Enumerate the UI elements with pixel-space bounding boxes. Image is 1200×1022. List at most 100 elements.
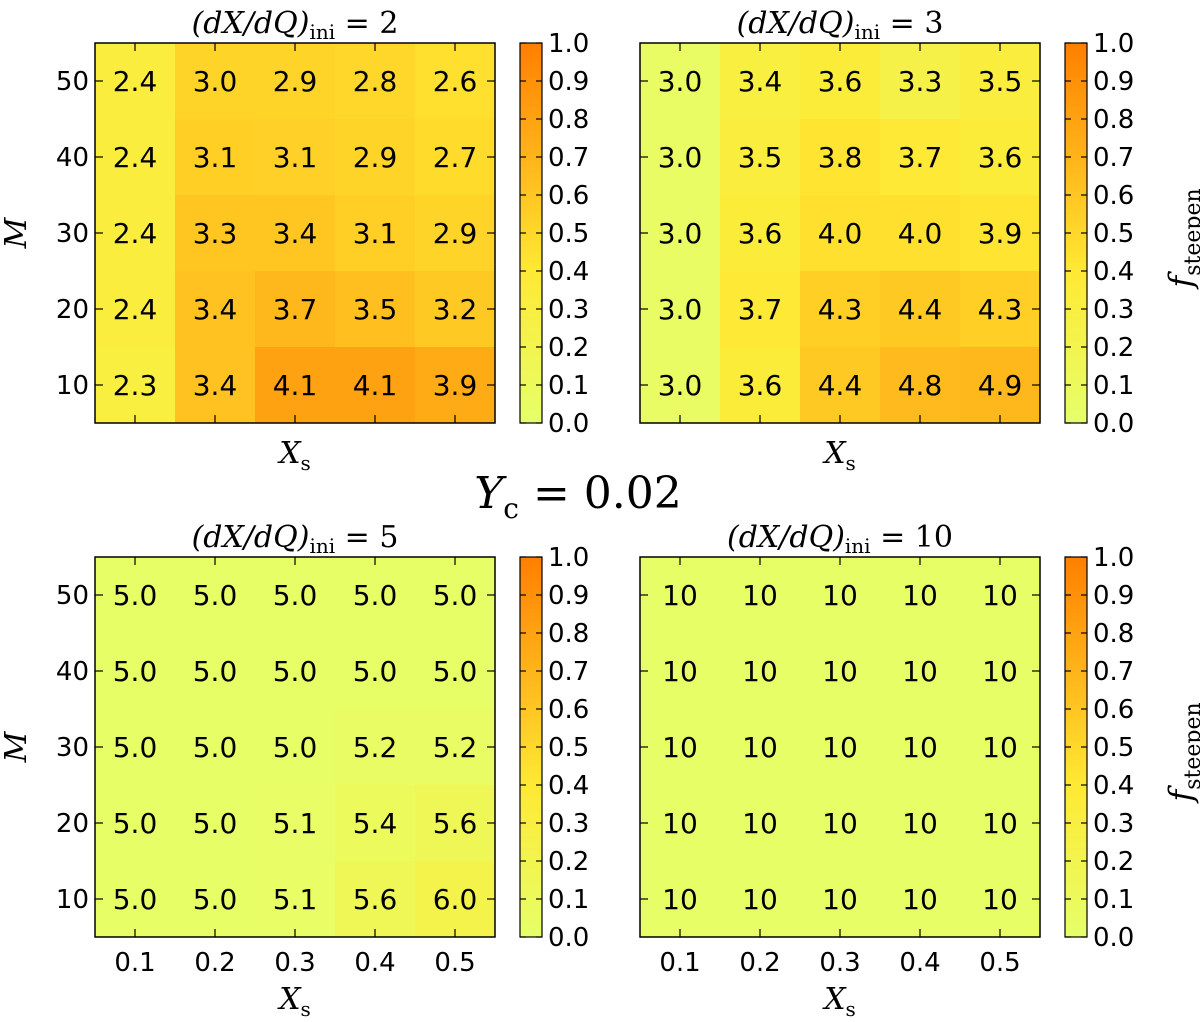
cell-value-label: 10 [902,883,938,916]
x-tick-label: 0.4 [899,948,940,978]
heatmap-cell [800,119,881,196]
colorbar-tick-label: 0.4 [1093,771,1134,801]
heatmap-cell [960,271,1041,348]
cell-value-label: 10 [822,883,858,916]
cell-value-label: 2.7 [433,141,478,174]
colorbar-tick-label: 0.0 [548,923,589,953]
cell-value-label: 10 [662,731,698,764]
cell-value-label: 5.6 [433,807,478,840]
heatmap-cell [95,861,176,938]
panel-title: (dX/dQ)ini = 3 [737,6,944,44]
heatmap-panel-1: 2.4 3.0 2.9 2.8 2.6 2.4 3.1 3.1 2.9 2.7 2.4 3.3 3.4 3… [0,6,589,475]
y-tick-label: 40 [56,657,89,687]
colorbar-tick-label: 0.8 [1093,619,1134,649]
x-tick-label: 0.1 [114,948,155,978]
heatmap-cell [255,195,336,272]
heatmap-cell [800,43,881,120]
cell-value-label: 3.4 [738,65,783,98]
cell-value-label: 10 [982,807,1018,840]
heatmap-cell [960,557,1041,634]
cell-value-label: 10 [902,655,938,688]
x-axis-label: Xs [277,436,311,475]
heatmap-cell [175,785,256,862]
cell-value-label: 2.9 [433,217,478,250]
heatmap-cell [95,709,176,786]
heatmap-cell [335,347,416,424]
colorbar-tick-label: 0.5 [1093,219,1134,249]
y-tick-label: 40 [56,143,89,173]
heatmap-panel-3: 5.0 5.0 5.0 5.0 5.0 5.0 5.0 5.0 5.0 5.0 5.0 5.0 5.0 5… [0,520,589,1021]
heatmap-cell [255,557,336,634]
heatmap-cell [175,119,256,196]
colorbar-tick-label: 0.0 [1093,409,1134,439]
cell-value-label: 10 [742,807,778,840]
heatmap-cell [415,195,496,272]
cell-value-label: 5.0 [113,731,158,764]
heatmap-cell [640,119,721,196]
heatmap-cell [800,347,881,424]
heatmap-cell [720,633,801,710]
heatmap-cell [720,785,801,862]
heatmap-cell [720,347,801,424]
heatmap-cell [880,43,961,120]
cell-value-label: 5.0 [193,579,238,612]
heatmap-cell [960,709,1041,786]
heatmap-cell [640,709,721,786]
panel-title: (dX/dQ)ini = 2 [192,6,399,44]
heatmap-cell [960,119,1041,196]
cell-value-label: 5.0 [113,807,158,840]
heatmap-cell [880,861,961,938]
heatmap-cell [880,119,961,196]
colorbar-tick-label: 0.3 [1093,809,1134,839]
cell-value-label: 3.7 [738,293,783,326]
cell-value-label: 3.5 [738,141,783,174]
cell-value-label: 5.0 [353,579,398,612]
cell-value-label: 5.2 [433,731,478,764]
cell-value-label: 3.6 [738,217,783,250]
heatmap-cell [95,43,176,120]
heatmap-cell [960,861,1041,938]
cell-value-label: 4.4 [898,293,943,326]
colorbar-tick-label: 0.3 [1093,295,1134,325]
cell-value-label: 3.1 [353,217,398,250]
heatmap-cell [640,195,721,272]
cell-value-label: 4.1 [273,369,318,402]
heatmap-cell [335,195,416,272]
colorbar: 1.0 0.9 0.8 0.7 0.6 0.5 0.4 0.3 0.2 0.1 0.0 [519,543,589,953]
colorbar-tick-label: 0.9 [548,581,589,611]
heatmap-cell [880,347,961,424]
heatmap-cell [800,785,881,862]
heatmap-cell [640,785,721,862]
x-tick-label: 0.3 [274,948,315,978]
cell-value-label: 10 [742,655,778,688]
cell-value-label: 3.0 [193,65,238,98]
colorbar-tick-label: 1.0 [548,29,589,59]
cell-value-label: 10 [902,807,938,840]
cell-value-label: 4.0 [818,217,863,250]
heatmap-cell [175,347,256,424]
cell-value-label: 5.0 [193,655,238,688]
heatmap-cell [335,271,416,348]
colorbar-tick-label: 0.7 [548,143,589,173]
cell-value-label: 3.5 [978,65,1023,98]
heatmap-cell [720,557,801,634]
cell-value-label: 10 [902,731,938,764]
cell-value-label: 2.3 [113,369,158,402]
x-tick-label: 0.5 [979,948,1020,978]
cell-value-label: 10 [982,579,1018,612]
colorbar-tick-label: 0.8 [548,105,589,135]
cell-value-label: 5.0 [433,579,478,612]
heatmap-cell [720,271,801,348]
panel-title: (dX/dQ)ini = 5 [192,520,399,558]
cell-value-label: 10 [662,655,698,688]
colorbar-tick-label: 0.8 [1093,105,1134,135]
heatmap-cell [415,271,496,348]
heatmap-cell [335,709,416,786]
y-tick-label: 50 [56,581,89,611]
cell-value-label: 4.8 [898,369,943,402]
cell-value-label: 5.0 [193,807,238,840]
cell-value-label: 3.0 [658,217,703,250]
cell-value-label: 5.0 [273,655,318,688]
cell-value-label: 2.4 [113,65,158,98]
x-tick-label: 0.4 [354,948,395,978]
